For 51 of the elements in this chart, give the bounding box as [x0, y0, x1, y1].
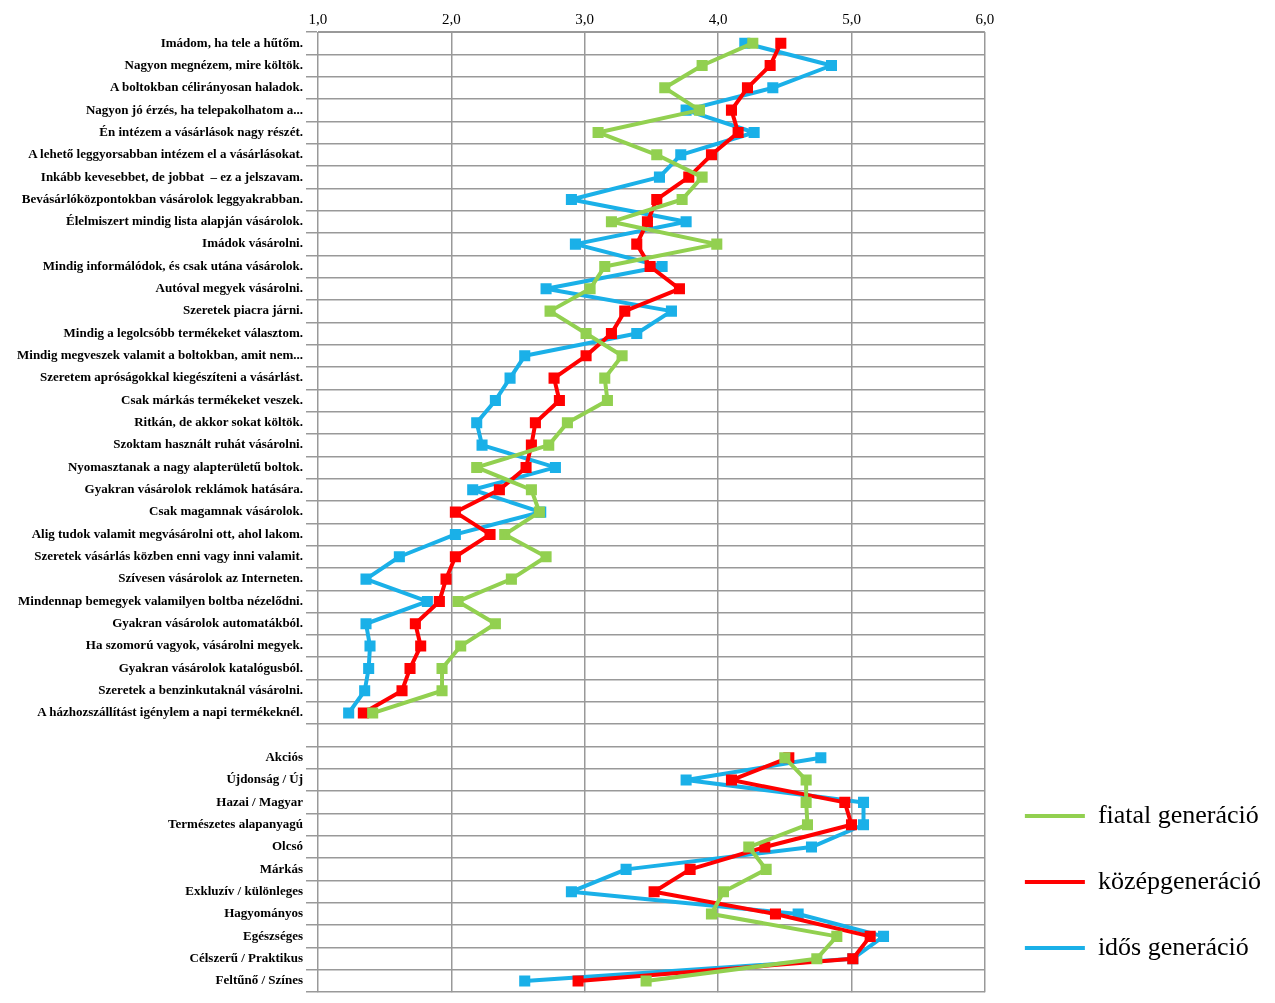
- y-tick-label: Nagyon jó érzés, ha telepakolhatom a...: [85, 101, 303, 117]
- x-tick-label: 2,0: [442, 10, 461, 27]
- legend-label: középgeneráció: [1097, 865, 1261, 895]
- y-tick-label: A boltokban célirányosan haladok.: [110, 79, 303, 95]
- y-tick-label: Márkás: [259, 860, 303, 876]
- y-tick-label: Nyomasztanak a nagy alapterületű boltok.: [67, 458, 303, 474]
- y-tick-label: Szívesen vásárolok az Interneten.: [118, 570, 303, 586]
- y-tick-label: Szeretem apróságokkal kiegészíteni a vásárlást.: [40, 369, 303, 385]
- y-tick-label: Célszerű / Praktikus: [189, 950, 303, 966]
- y-tick-label: Csak magamnak vásárolok.: [149, 503, 303, 519]
- legend-label: fiatal generáció: [1097, 799, 1259, 829]
- y-tick-label: Mindennap bemegyek valamilyen boltba nézelődni.: [18, 592, 303, 608]
- y-tick-label: Egészséges: [243, 927, 303, 943]
- y-tick-label: Én intézem a vásárlások nagy részét.: [99, 123, 303, 139]
- x-tick-label: 3,0: [575, 10, 595, 27]
- y-tick-label: Gyakran vásárolok automatákból.: [112, 615, 303, 631]
- y-tick-label: Mindig a legolcsóbb termékeket választom.: [63, 324, 303, 340]
- y-tick-label: Nagyon megnézem, mire költök.: [124, 56, 303, 72]
- y-tick-label: Újdonság / Új: [226, 771, 303, 787]
- y-tick-label: Mindig megveszek valamit a boltokban, amit nem...: [16, 347, 303, 363]
- y-tick-label: Exkluzív / különleges: [185, 883, 303, 899]
- x-tick-label: 4,0: [708, 10, 728, 27]
- y-tick-label: Hagyományos: [224, 905, 303, 921]
- y-tick-label: Olcsó: [271, 838, 303, 854]
- y-tick-label: Élelmiszert mindig lista alapján vásárolok.: [65, 213, 303, 229]
- y-tick-label: Szeretek vásárlás közben enni vagy inni valamit.: [34, 548, 303, 564]
- y-tick-label: Mindig informálódok, és csak utána vásárolok.: [42, 257, 303, 273]
- y-tick-label: Imádom, ha tele a hűtőm.: [160, 34, 303, 50]
- y-tick-label: Gyakran vásárolok reklámok hatására.: [84, 481, 303, 497]
- y-tick-label: Alig tudok valamit megvásárolni ott, ahol lakom.: [31, 525, 303, 541]
- y-tick-label: Akciós: [265, 749, 303, 765]
- legend-label: idős generáció: [1097, 931, 1249, 961]
- y-tick-label: Gyakran vásárolok katalógusból.: [118, 659, 303, 675]
- y-tick-label: Inkább kevesebbet, de jobbat – ez a jelszavam.: [40, 168, 303, 184]
- y-tick-label: Ritkán, de akkor sokat költök.: [134, 414, 303, 430]
- y-tick-label: Feltűnő / Színes: [215, 972, 303, 988]
- y-tick-label: Szoktam használt ruhát vásárolni.: [113, 436, 303, 452]
- y-tick-label: A lehető leggyorsabban intézem el a vásárlásokat.: [28, 146, 303, 162]
- y-tick-label: Hazai / Magyar: [216, 793, 304, 809]
- y-tick-label: Természetes alapanyagú: [168, 816, 303, 832]
- x-tick-label: 1,0: [308, 10, 328, 27]
- x-tick-label: 5,0: [842, 10, 861, 27]
- x-tick-label: 6,0: [975, 10, 995, 27]
- y-tick-label: Bevásárlóközpontokban vásárolok leggyakrabban.: [21, 190, 303, 206]
- y-tick-label: Szeretek piacra járni.: [183, 302, 303, 318]
- y-tick-label: Szeretek a benzinkutaknál vásárolni.: [98, 682, 303, 698]
- y-tick-label: Csak márkás termékeket veszek.: [121, 391, 303, 407]
- y-tick-label: Ha szomorú vagyok, vásárolni megyek.: [85, 637, 303, 653]
- y-tick-label: Autóval megyek vásárolni.: [155, 280, 303, 296]
- y-tick-label: Imádok vásárolni.: [202, 235, 303, 251]
- y-tick-label: A házhozszállítást igénylem a napi termékeknél.: [37, 704, 303, 720]
